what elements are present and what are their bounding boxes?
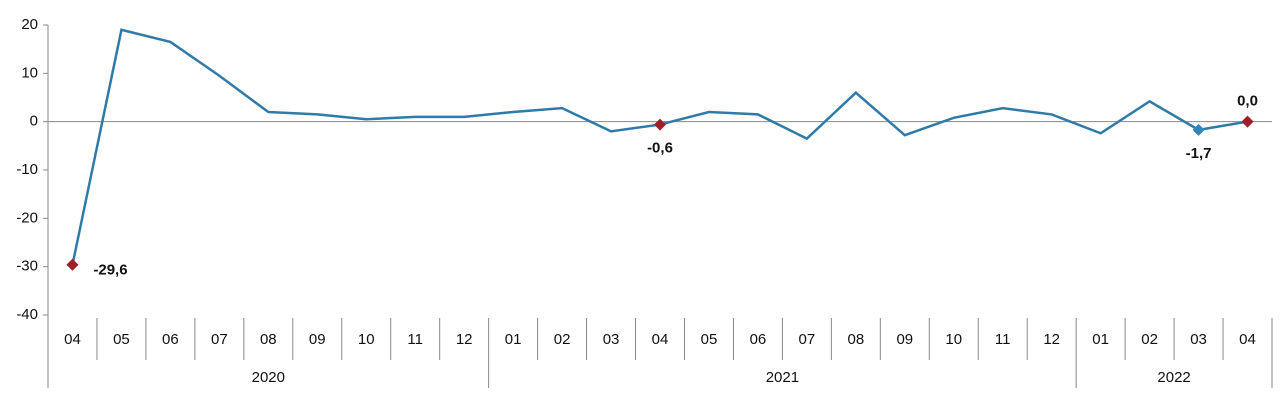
group-label: 2022 xyxy=(1157,369,1190,386)
x-tick-label: 11 xyxy=(407,331,423,348)
group-label: 2021 xyxy=(766,369,799,386)
x-tick-label: 12 xyxy=(456,331,473,348)
x-tick-label: 05 xyxy=(113,331,130,348)
x-tick-label: 08 xyxy=(847,331,864,348)
x-tick-label: 02 xyxy=(1141,331,1158,348)
x-tick-label: 10 xyxy=(358,331,375,348)
x-tick-label: 04 xyxy=(652,331,669,348)
y-tick-label: -30 xyxy=(16,258,38,275)
marker xyxy=(1192,123,1205,136)
x-tick-label: 07 xyxy=(211,331,228,348)
x-tick-label: 10 xyxy=(945,331,962,348)
marker xyxy=(1241,115,1254,128)
x-tick-label: 04 xyxy=(1239,331,1256,348)
group-label: 2020 xyxy=(252,369,285,386)
x-tick-label: 06 xyxy=(162,331,179,348)
x-tick-label: 01 xyxy=(505,331,522,348)
y-tick-label: -10 xyxy=(16,161,38,178)
value-label: -29,6 xyxy=(93,262,127,279)
x-tick-label: 01 xyxy=(1092,331,1109,348)
value-label: -1,7 xyxy=(1186,145,1212,162)
y-tick-label: 0 xyxy=(30,113,38,130)
value-label: -0,6 xyxy=(647,140,673,157)
x-tick-label: 04 xyxy=(64,331,81,348)
value-label: 0,0 xyxy=(1237,93,1258,110)
x-tick-label: 05 xyxy=(701,331,718,348)
y-tick-label: -20 xyxy=(16,209,38,226)
x-tick-label: 09 xyxy=(309,331,326,348)
x-tick-label: 03 xyxy=(603,331,620,348)
y-tick-label: 20 xyxy=(21,16,38,33)
marker xyxy=(654,118,666,131)
marker xyxy=(66,258,79,271)
x-tick-label: 11 xyxy=(995,331,1011,348)
y-tick-label: -40 xyxy=(16,306,38,323)
x-tick-label: 09 xyxy=(896,331,913,348)
x-tick-label: 08 xyxy=(260,331,277,348)
x-tick-label: 06 xyxy=(750,331,767,348)
x-tick-label: 02 xyxy=(554,331,571,348)
x-tick-label: 03 xyxy=(1190,331,1207,348)
x-tick-label: 12 xyxy=(1043,331,1060,348)
y-tick-label: 10 xyxy=(21,64,38,81)
x-tick-label: 07 xyxy=(799,331,816,348)
